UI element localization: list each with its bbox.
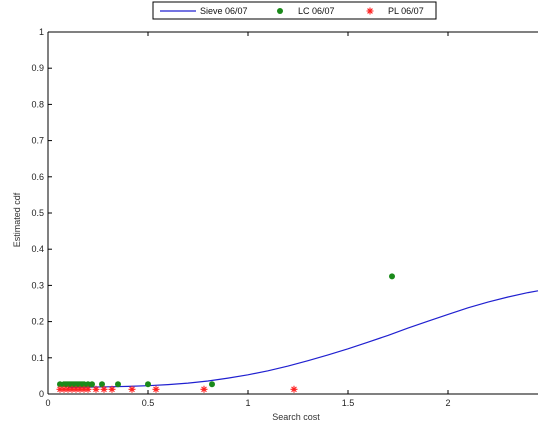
y-axis-ticks: 0 0.1 0.2 0.3 0.4 0.5 0.6 0.7 0.8 0.9 1 <box>31 27 52 399</box>
x-tick-label: 1 <box>245 398 250 408</box>
data-point <box>56 385 64 393</box>
data-point <box>128 385 136 393</box>
data-point <box>89 381 95 388</box>
plot-area <box>47 31 539 395</box>
x-tick-label: 1.5 <box>342 398 355 408</box>
x-axis-label: Search cost <box>272 412 320 422</box>
data-point <box>72 385 80 393</box>
y-tick-label: 0.2 <box>31 317 44 327</box>
data-point <box>200 385 208 393</box>
legend-swatch-star <box>366 7 374 15</box>
legend-swatch-dot <box>277 8 283 14</box>
data-point <box>84 385 92 393</box>
legend-box <box>152 1 437 20</box>
legend-entry-label: LC 06/07 <box>298 6 335 16</box>
data-point <box>99 381 105 388</box>
x-tick-label: 0.5 <box>142 398 155 408</box>
data-point <box>64 385 72 393</box>
series-sieve-06-07 <box>67 290 539 389</box>
data-point <box>108 385 116 393</box>
series-pl-06-07 <box>56 385 298 393</box>
data-point <box>80 385 88 393</box>
y-tick-label: 1 <box>39 27 44 37</box>
data-point <box>100 385 108 393</box>
data-point <box>290 385 298 393</box>
data-point <box>68 385 76 393</box>
data-point <box>115 381 121 388</box>
series-line <box>67 290 539 389</box>
y-tick-label: 0 <box>39 389 44 399</box>
x-axis-ticks: 0 0.5 1 1.5 2 <box>45 32 451 408</box>
y-tick-label: 0.3 <box>31 280 44 290</box>
data-point <box>209 381 215 388</box>
y-tick-label: 0.5 <box>31 208 44 218</box>
x-tick-label: 2 <box>445 398 450 408</box>
data-point <box>92 385 100 393</box>
legend-entry-label: PL 06/07 <box>388 6 424 16</box>
y-tick-label: 0.7 <box>31 136 44 146</box>
y-tick-label: 0.9 <box>31 63 44 73</box>
y-tick-label: 0.1 <box>31 353 44 363</box>
legend-entry-label: Sieve 06/07 <box>200 6 248 16</box>
y-tick-label: 0.4 <box>31 244 44 254</box>
data-point <box>152 385 160 393</box>
series-lc-06-07 <box>57 273 395 388</box>
data-point <box>145 381 151 388</box>
x-tick-label: 0 <box>45 398 50 408</box>
data-point <box>60 385 68 393</box>
y-axis-label: Estimated cdf <box>12 192 22 247</box>
legend: Sieve 06/07 LC 06/07 PL 06/07 <box>152 1 437 20</box>
data-point <box>389 273 395 280</box>
y-tick-label: 0.6 <box>31 172 44 182</box>
y-tick-label: 0.8 <box>31 99 44 109</box>
data-point <box>76 385 84 393</box>
